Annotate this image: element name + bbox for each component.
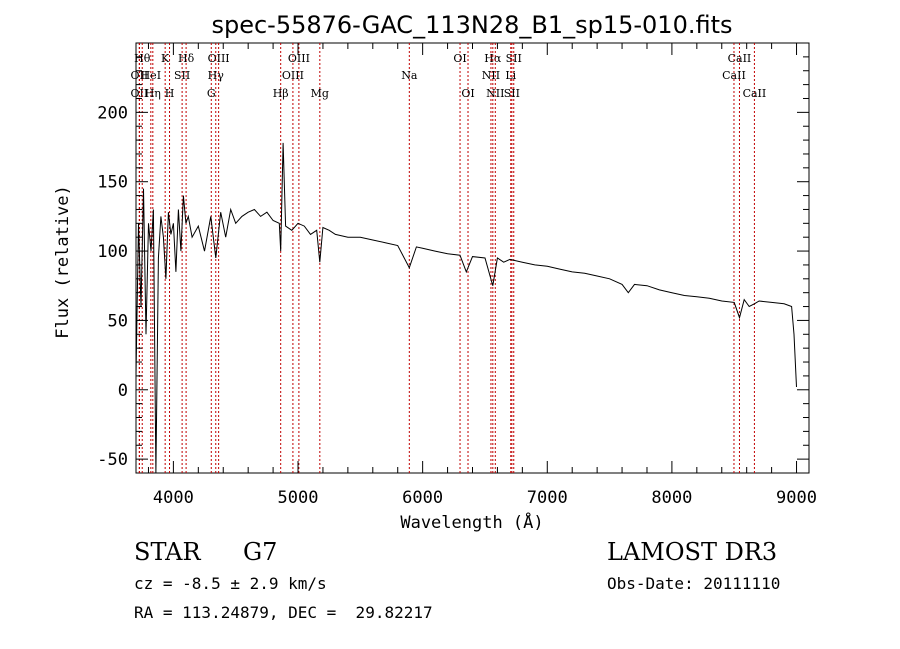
chart-title: spec-55876-GAC_113N28_B1_sp15-010.fits <box>211 11 732 39</box>
line-label-Mg: Mg <box>311 87 329 100</box>
x-tick-label: 4000 <box>153 488 194 508</box>
line-label-OI: OI <box>453 52 466 65</box>
observation-date: Obs-Date: 20111110 <box>607 574 781 593</box>
line-label-Hβ: Hβ <box>273 87 289 100</box>
line-label-OI: OI <box>461 87 474 100</box>
y-tick-label: -50 <box>97 450 128 470</box>
axes: 4000 5000 6000 7000 8000 9000 -50 0 50 100 150 200 <box>97 43 817 508</box>
y-tick-label: 100 <box>97 242 128 262</box>
line-label-Hα: Hα <box>484 52 502 65</box>
line-label-OIII: OIII <box>282 69 304 82</box>
line-label-OIII: OIII <box>208 52 230 65</box>
sky-coordinates: RA = 113.24879, DEC = 29.82217 <box>134 603 433 622</box>
line-label-Li: Li <box>505 69 516 82</box>
y-tick-label: 0 <box>118 381 128 401</box>
x-tick-label: 8000 <box>651 488 692 508</box>
redshift-velocity: cz = -8.5 ± 2.9 km/s <box>134 574 327 593</box>
object-subclass: G7 <box>243 538 278 566</box>
line-label-HeI: HeI <box>141 69 161 82</box>
line-label-CaII: CaII <box>722 69 746 82</box>
flux-series-line <box>135 142 797 474</box>
x-tick-label: 5000 <box>278 488 319 508</box>
x-tick-label: 6000 <box>402 488 443 508</box>
line-label-SII: SII <box>174 69 190 82</box>
line-label-SII: SII <box>506 52 522 65</box>
line-label-G: G <box>207 87 216 100</box>
line-label-OIII: OIII <box>288 52 310 65</box>
line-label-NII: NII <box>482 69 500 82</box>
x-tick-label: 9000 <box>776 488 817 508</box>
plot-frame <box>135 42 810 474</box>
y-tick-label: 200 <box>97 103 128 123</box>
line-label-CaII: CaII <box>743 87 767 100</box>
survey-name: LAMOST DR3 <box>607 538 778 566</box>
y-tick-label: 150 <box>97 173 128 193</box>
line-label-K: K <box>161 52 170 65</box>
x-tick-label: 7000 <box>527 488 568 508</box>
y-tick-label: 50 <box>108 311 128 331</box>
line-label-CaII: CaII <box>728 52 752 65</box>
line-label-SII: SII <box>504 87 520 100</box>
line-label-Hγ: Hγ <box>208 69 225 82</box>
line-label-NII: NII <box>486 87 504 100</box>
line-label-Hδ: Hδ <box>178 52 195 65</box>
line-label-Hθ: Hθ <box>134 52 151 65</box>
x-axis-label: Wavelength (Å) <box>400 511 543 533</box>
y-axis-label: Flux (relative) <box>53 185 73 339</box>
line-label-OII: OII <box>131 87 149 100</box>
line-label-H: H <box>165 87 175 100</box>
line-label-Hη: Hη <box>145 87 161 100</box>
line-label-Na: Na <box>401 69 418 82</box>
object-class: STAR <box>134 538 201 566</box>
